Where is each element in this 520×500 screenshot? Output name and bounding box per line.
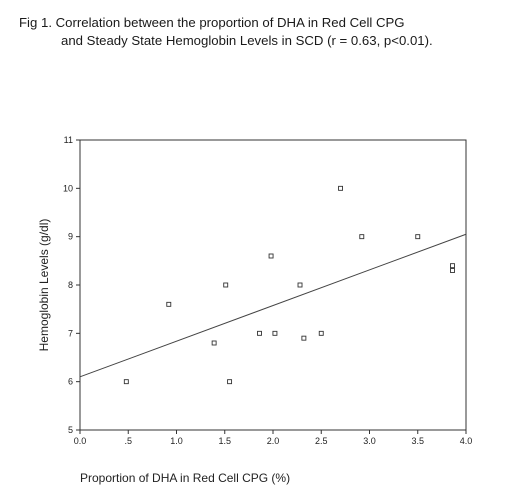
x-tick-label: 0.0 (74, 436, 87, 446)
y-tick-label: 11 (64, 135, 73, 145)
x-tick-label: 1.0 (170, 436, 183, 446)
data-point (450, 263, 455, 269)
y-tick-label: 5 (68, 425, 73, 435)
fit-line-group (79, 233, 467, 378)
x-axis-label: Proportion of DHA in Red Cell CPG (%) (80, 471, 290, 485)
x-tick-label: .5 (124, 436, 132, 446)
y-ticks: 5 6 7 8 9 10 11 (63, 135, 80, 435)
data-point (415, 234, 421, 240)
data-point (450, 268, 455, 273)
x-ticks: 0.0 .5 1.0 1.5 2.0 2.5 3.0 3.5 4.0 (74, 430, 473, 446)
data-point (318, 330, 324, 336)
y-tick-label: 8 (68, 280, 73, 290)
chart-axes (79, 139, 467, 431)
x-tick-label: 3.5 (411, 436, 424, 446)
data-point (272, 330, 278, 336)
x-tick-label: 4.0 (460, 436, 473, 446)
figure-caption: Fig 1. Correlation between the proportio… (19, 14, 433, 50)
x-tick-label: 2.5 (315, 436, 328, 446)
data-point (301, 335, 307, 341)
caption-line-2: and Steady State Hemoglobin Levels in SC… (61, 33, 433, 48)
y-tick-label: 10 (63, 183, 73, 193)
data-points (123, 185, 455, 385)
data-point (297, 282, 303, 288)
data-point (359, 234, 365, 240)
data-point (211, 340, 217, 346)
y-tick-label: 9 (68, 232, 73, 242)
y-tick-label: 6 (68, 377, 73, 387)
data-point (268, 253, 274, 259)
regression-line (79, 233, 467, 378)
caption-line-1: Fig 1. Correlation between the proportio… (19, 15, 405, 30)
data-point (166, 301, 172, 307)
data-point (338, 185, 343, 191)
x-tick-label: 3.0 (363, 436, 376, 446)
y-tick-label: 7 (68, 328, 73, 338)
x-tick-label: 2.0 (267, 436, 280, 446)
y-axis-label: Hemoglobin Levels (g/dl) (37, 219, 51, 352)
data-point (227, 379, 233, 385)
plot-frame (79, 139, 467, 431)
x-tick-label: 1.5 (218, 436, 231, 446)
data-point (257, 330, 262, 336)
data-point (123, 379, 129, 385)
data-point (223, 282, 229, 288)
